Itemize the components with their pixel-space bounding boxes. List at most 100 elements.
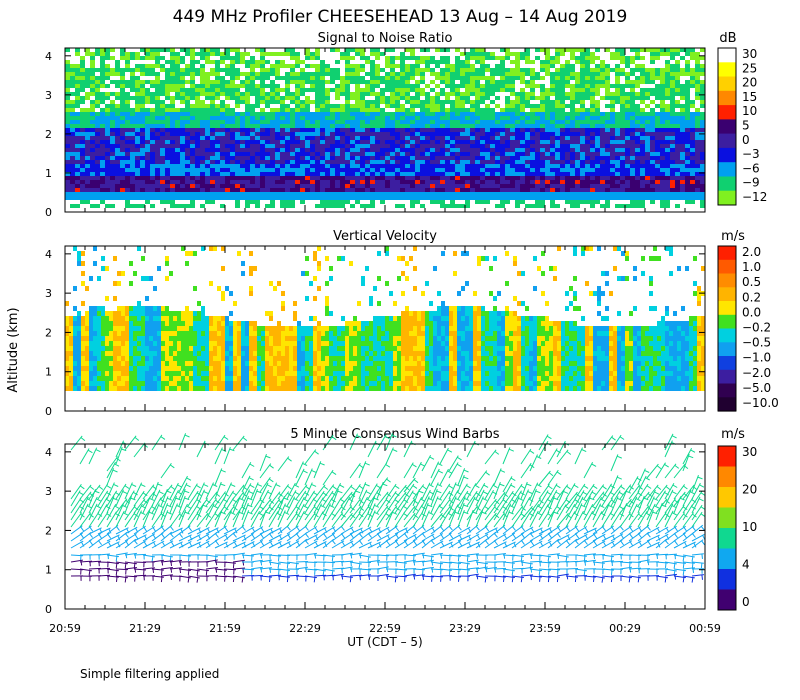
snr-cell — [260, 136, 265, 140]
snr-cell — [575, 100, 580, 104]
snr-cell — [645, 188, 650, 192]
snr-cell — [655, 124, 660, 128]
snr-cell — [190, 96, 195, 100]
snr-cell — [575, 152, 580, 156]
snr-cell — [565, 168, 570, 172]
snr-cell — [225, 188, 230, 192]
snr-cell — [675, 172, 680, 176]
vv-cell — [69, 346, 73, 351]
snr-cell — [545, 100, 550, 104]
snr-cell — [530, 124, 535, 128]
snr-cell — [105, 72, 110, 76]
snr-cell — [305, 180, 310, 184]
snr-cell — [275, 96, 280, 100]
snr-cell — [180, 88, 185, 92]
snr-cell — [415, 200, 420, 204]
snr-cell — [485, 92, 490, 96]
snr-cell — [450, 128, 455, 132]
snr-cell — [630, 148, 635, 152]
snr-cell — [615, 108, 620, 112]
snr-cell — [595, 108, 600, 112]
snr-cell — [210, 148, 215, 152]
snr-cell — [205, 152, 210, 156]
snr-cell — [390, 128, 395, 132]
snr-cell — [160, 176, 165, 180]
snr-cell — [445, 148, 450, 152]
snr-cell — [75, 180, 80, 184]
snr-cell — [460, 188, 465, 192]
snr-cell — [405, 156, 410, 160]
snr-cell — [490, 136, 495, 140]
snr-cell — [365, 140, 370, 144]
snr-cell — [125, 164, 130, 168]
snr-cell — [610, 108, 615, 112]
snr-cell — [545, 92, 550, 96]
snr-cell — [500, 84, 505, 88]
snr-cell — [595, 92, 600, 96]
snr-cell — [240, 180, 245, 184]
snr-cell — [695, 136, 700, 140]
snr-cell — [645, 172, 650, 176]
snr-cell — [160, 188, 165, 192]
snr-cell — [160, 76, 165, 80]
snr-cell — [425, 184, 430, 188]
snr-cell — [365, 204, 370, 208]
snr-cell — [460, 124, 465, 128]
snr-cell — [280, 80, 285, 84]
snr-cell — [75, 48, 80, 52]
snr-cell — [405, 168, 410, 172]
snr-cell — [245, 84, 250, 88]
snr-cell — [575, 68, 580, 72]
snr-cell — [320, 148, 325, 152]
snr-cell — [485, 164, 490, 168]
snr-cell — [145, 84, 150, 88]
snr-cell — [700, 80, 705, 84]
snr-cell — [450, 136, 455, 140]
snr-cell — [115, 100, 120, 104]
snr-cell — [225, 84, 230, 88]
snr-cell — [440, 168, 445, 172]
snr-cell — [160, 128, 165, 132]
vv-cell — [81, 341, 85, 346]
snr-cell — [205, 144, 210, 148]
snr-cell — [155, 140, 160, 144]
snr-cell — [205, 116, 210, 120]
snr-cell — [130, 92, 135, 96]
snr-cell — [605, 108, 610, 112]
snr-cell — [505, 148, 510, 152]
snr-cell — [240, 112, 245, 116]
snr-cell — [205, 168, 210, 172]
snr-cell — [285, 188, 290, 192]
snr-cell — [370, 188, 375, 192]
snr-cell — [555, 176, 560, 180]
snr-cell — [325, 148, 330, 152]
snr-cell — [520, 120, 525, 124]
snr-cell — [425, 56, 430, 60]
snr-cell — [290, 100, 295, 104]
snr-cell — [135, 132, 140, 136]
snr-cell — [600, 164, 605, 168]
snr-cell — [165, 124, 170, 128]
snr-cell — [280, 104, 285, 108]
snr-cell — [95, 180, 100, 184]
snr-cell — [335, 72, 340, 76]
snr-cell — [265, 168, 270, 172]
snr-cell — [660, 140, 665, 144]
snr-cell — [140, 188, 145, 192]
snr-cell — [345, 88, 350, 92]
snr-cell — [610, 156, 615, 160]
snr-cell — [665, 92, 670, 96]
snr-cell — [410, 92, 415, 96]
snr-cell — [390, 92, 395, 96]
snr-cell — [690, 180, 695, 184]
snr-cell — [435, 84, 440, 88]
snr-cell — [385, 64, 390, 68]
snr-cell — [390, 168, 395, 172]
snr-cell — [315, 108, 320, 112]
snr-cell — [275, 176, 280, 180]
snr-cell — [160, 140, 165, 144]
snr-cell — [585, 188, 590, 192]
snr-cell — [270, 156, 275, 160]
snr-cell — [240, 192, 245, 196]
snr-cell — [440, 152, 445, 156]
